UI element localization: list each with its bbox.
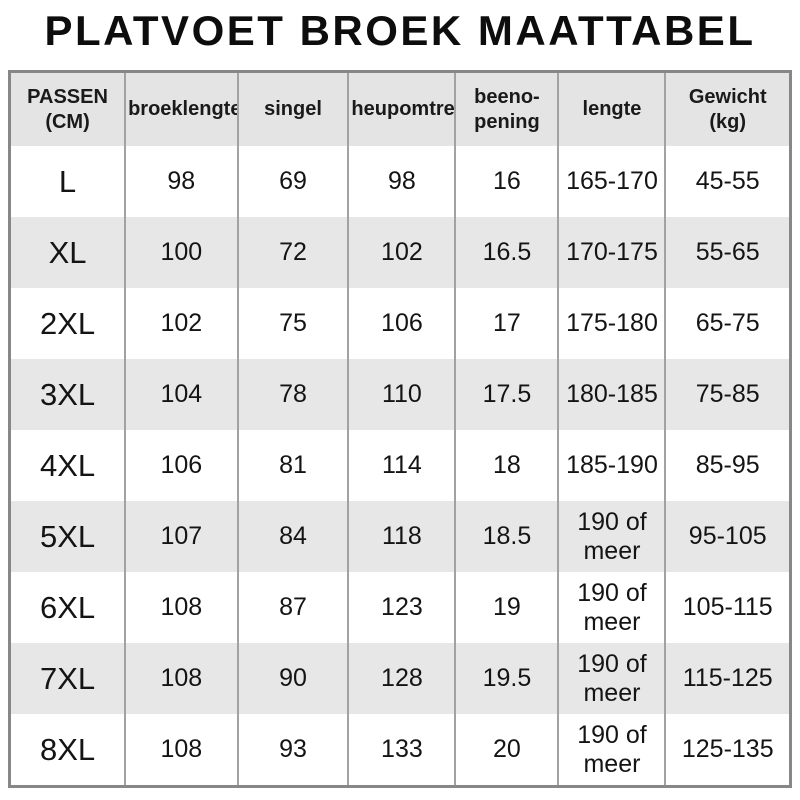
value-cell: 20 <box>454 714 559 787</box>
size-label: 2XL <box>39 305 96 341</box>
column-header-lengte: lengte <box>557 71 666 147</box>
value-cell: 72 <box>236 217 349 289</box>
value-cell: 55-65 <box>664 217 791 289</box>
value-cell: 125-135 <box>664 714 791 787</box>
value-cell: 100 <box>124 217 238 289</box>
column-header-gewicht: Gewicht (kg) <box>664 71 791 147</box>
value-cell: 114 <box>347 430 456 502</box>
value-cell: 98 <box>124 146 238 218</box>
value-cell: 104 <box>124 359 238 431</box>
value-cell: 110 <box>347 359 456 431</box>
page-title: PLATVOET BROEK MAATTABEL <box>44 7 756 54</box>
table-row-7xl: 7XL 108 90 128 19.5 190 of meer 115-125 <box>9 643 791 715</box>
column-header-heupomtrek: heupomtrek <box>347 71 456 147</box>
value-cell: 106 <box>347 288 456 360</box>
value-cell: 45-55 <box>664 146 791 218</box>
value-cell: 175-180 <box>557 288 666 360</box>
value-cell: 190 of meer <box>557 714 666 787</box>
value-cell: 17.5 <box>454 359 559 431</box>
size-label: 4XL <box>39 447 96 483</box>
value-cell: 65-75 <box>664 288 791 360</box>
value-cell: 118 <box>347 501 456 573</box>
value-cell: 128 <box>347 643 456 715</box>
table-row-xl: XL 100 72 102 16.5 170-175 55-65 <box>9 217 791 289</box>
value-cell: 18 <box>454 430 559 502</box>
value-cell: 19.5 <box>454 643 559 715</box>
value-cell: 190 of meer <box>557 643 666 715</box>
value-cell: 102 <box>347 217 456 289</box>
value-cell: 93 <box>236 714 349 787</box>
value-cell: 108 <box>124 643 238 715</box>
table-row-6xl: 6XL 108 87 123 19 190 of meer 105-115 <box>10 572 791 644</box>
value-cell: 165-170 <box>557 146 666 218</box>
value-cell: 81 <box>236 430 349 502</box>
value-cell: 108 <box>124 572 238 644</box>
value-cell: 84 <box>236 501 349 573</box>
size-label: 5XL <box>9 501 126 573</box>
size-chart-table: PASSEN (CM) broeklengte singel heupomtre… <box>8 70 792 789</box>
column-header-beenopening: beeno- pening <box>454 71 559 147</box>
table-row-8xl: 8XL 108 93 133 20 190 of meer 125-135 <box>10 714 791 787</box>
value-cell: 180-185 <box>557 359 666 431</box>
value-cell: 133 <box>347 714 456 787</box>
value-cell: 69 <box>236 146 349 218</box>
value-cell: 90 <box>236 643 349 715</box>
value-cell: 106 <box>124 430 238 502</box>
column-header-broeklengte: broeklengte <box>124 71 238 147</box>
value-cell: 19 <box>454 572 559 644</box>
value-cell: 75-85 <box>664 359 791 431</box>
table-row-4xl: 4XL 106 81 114 18 185-190 85-95 <box>10 430 791 502</box>
column-header-singel: singel <box>236 71 349 147</box>
value-cell: 75 <box>236 288 349 360</box>
value-cell: 115-125 <box>664 643 791 715</box>
size-label: 6XL <box>39 589 96 625</box>
value-cell: 190 of meer <box>557 572 666 644</box>
value-cell: 102 <box>124 288 238 360</box>
header-row: PASSEN (CM) broeklengte singel heupomtre… <box>9 71 791 147</box>
size-label: 7XL <box>9 643 126 715</box>
value-cell: 108 <box>124 714 238 787</box>
value-cell: 170-175 <box>557 217 666 289</box>
value-cell: 105-115 <box>664 572 791 644</box>
table-row-3xl: 3XL 104 78 110 17.5 180-185 75-85 <box>9 359 791 431</box>
table-row-l: L 98 69 98 16 165-170 45-55 <box>10 146 791 218</box>
value-cell: 190 of meer <box>557 501 666 573</box>
size-label: XL <box>9 217 126 289</box>
value-cell: 123 <box>347 572 456 644</box>
table-row-5xl: 5XL 107 84 118 18.5 190 of meer 95-105 <box>9 501 791 573</box>
value-cell: 95-105 <box>664 501 791 573</box>
value-cell: 87 <box>236 572 349 644</box>
value-cell: 16 <box>454 146 559 218</box>
size-label: 8XL <box>39 731 96 767</box>
value-cell: 16.5 <box>454 217 559 289</box>
value-cell: 78 <box>236 359 349 431</box>
value-cell: 185-190 <box>557 430 666 502</box>
value-cell: 17 <box>454 288 559 360</box>
size-label: 3XL <box>9 359 126 431</box>
value-cell: 85-95 <box>664 430 791 502</box>
value-cell: 98 <box>347 146 456 218</box>
value-cell: 107 <box>124 501 238 573</box>
column-header-passen: PASSEN (CM) <box>9 71 126 147</box>
value-cell: 18.5 <box>454 501 559 573</box>
table-row-2xl: 2XL 102 75 106 17 175-180 65-75 <box>10 288 791 360</box>
size-label: L <box>58 163 77 199</box>
